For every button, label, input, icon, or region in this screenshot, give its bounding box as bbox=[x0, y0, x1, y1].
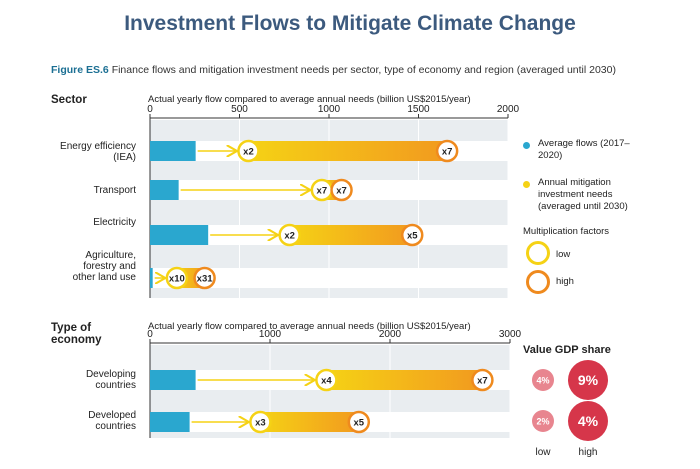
high-factor-circle bbox=[347, 410, 371, 434]
high-factor-label: x5 bbox=[407, 231, 418, 242]
gdp-low-bubble bbox=[532, 369, 554, 391]
x-axis-label-1: Actual yearly flow compared to average a… bbox=[148, 321, 471, 332]
gdp-low-caption: low bbox=[535, 447, 551, 458]
gdp-title: Value GDP share bbox=[523, 344, 611, 356]
low-factor-label: x3 bbox=[255, 418, 266, 429]
low-factor-circle bbox=[237, 139, 260, 163]
category-label: forestry and bbox=[83, 261, 136, 272]
high-factor-label: x7 bbox=[477, 376, 488, 387]
gdp-high-bubble bbox=[568, 401, 608, 441]
low-factor-circle bbox=[249, 410, 272, 434]
row-header-economy-line1: Type of bbox=[51, 322, 91, 334]
category-label: other land use bbox=[73, 272, 137, 283]
category-label: (IEA) bbox=[113, 152, 136, 163]
low-factor-circle bbox=[165, 266, 189, 290]
x-tick-label: 1500 bbox=[407, 104, 430, 115]
figure-label: Figure ES.6 bbox=[51, 64, 109, 76]
needs-bar bbox=[289, 225, 413, 245]
x-tick-label: 2000 bbox=[379, 329, 402, 340]
x-tick-label: 0 bbox=[147, 104, 153, 115]
flow-bar bbox=[150, 412, 190, 432]
caption-text: Finance flows and mitigation investment … bbox=[111, 64, 616, 76]
legend-low-circle bbox=[526, 241, 550, 265]
high-factor-circle bbox=[435, 139, 459, 163]
high-factor-circle bbox=[471, 368, 494, 392]
low-factor-label: x2 bbox=[284, 231, 295, 242]
low-factor-label: x2 bbox=[243, 147, 254, 158]
flow-bar bbox=[150, 225, 209, 245]
legend-flow-swatch bbox=[523, 142, 530, 149]
x-axis-label-0: Actual yearly flow compared to average a… bbox=[148, 94, 471, 105]
low-factor-circle bbox=[278, 223, 301, 247]
x-tick-label: 3000 bbox=[499, 329, 522, 340]
gdp-high-value: 9% bbox=[578, 372, 599, 388]
category-label: countries bbox=[95, 421, 136, 432]
category-label: Energy efficiency bbox=[60, 141, 136, 152]
needs-bar bbox=[326, 370, 483, 390]
legend-high-label: high bbox=[556, 276, 574, 287]
high-factor-label: x7 bbox=[442, 147, 453, 158]
needs-bar bbox=[248, 141, 448, 161]
legend-needs-swatch bbox=[523, 181, 530, 188]
gdp-high-caption: high bbox=[579, 447, 598, 458]
row-header-sector: Sector bbox=[51, 94, 87, 106]
needs-bar bbox=[260, 412, 359, 432]
row-header-economy-line2: economy bbox=[51, 334, 102, 346]
legend-low-label: low bbox=[556, 249, 571, 260]
low-factor-label: x10 bbox=[169, 274, 185, 285]
category-label: Electricity bbox=[93, 217, 136, 228]
high-factor-circle bbox=[330, 178, 353, 202]
x-tick-label: 0 bbox=[147, 329, 153, 340]
flow-bar bbox=[150, 370, 196, 390]
figure-caption: Figure ES.6 Finance flows and mitigation… bbox=[51, 64, 616, 76]
bar-track bbox=[150, 268, 508, 288]
high-factor-label: x7 bbox=[336, 186, 347, 197]
high-factor-label: x31 bbox=[197, 274, 214, 285]
high-factor-label: x5 bbox=[354, 418, 365, 429]
legend-high-circle bbox=[526, 270, 550, 294]
category-label: Transport bbox=[94, 185, 137, 196]
flow-bar bbox=[150, 268, 153, 288]
category-label: Developed bbox=[88, 410, 136, 421]
gdp-low-value: 2% bbox=[536, 417, 549, 427]
legend-avg-flows: Average flows (2017–2020) bbox=[538, 138, 630, 161]
legend-multiplication-title: Multiplication factors bbox=[523, 226, 610, 237]
category-label: Developing bbox=[86, 369, 136, 380]
x-tick-label: 500 bbox=[231, 104, 248, 115]
flow-bar bbox=[150, 180, 179, 200]
category-label: countries bbox=[95, 380, 136, 391]
gdp-high-bubble bbox=[568, 360, 608, 400]
low-factor-circle bbox=[315, 368, 338, 392]
flow-bar bbox=[150, 141, 196, 161]
legend-needs: Annual mitigation investment needs (aver… bbox=[538, 177, 628, 212]
gdp-low-value: 4% bbox=[536, 376, 549, 386]
high-factor-circle bbox=[400, 223, 424, 247]
low-factor-label: x7 bbox=[317, 186, 328, 197]
high-factor-circle bbox=[193, 266, 216, 290]
x-tick-label: 1000 bbox=[318, 104, 341, 115]
gdp-high-value: 4% bbox=[578, 413, 599, 429]
x-tick-label: 1000 bbox=[259, 329, 282, 340]
low-factor-label: x4 bbox=[321, 376, 332, 387]
gdp-low-bubble bbox=[532, 410, 554, 432]
page-title: Investment Flows to Mitigate Climate Cha… bbox=[124, 12, 576, 35]
x-tick-label: 2000 bbox=[497, 104, 520, 115]
category-label: Agriculture, bbox=[85, 250, 136, 261]
